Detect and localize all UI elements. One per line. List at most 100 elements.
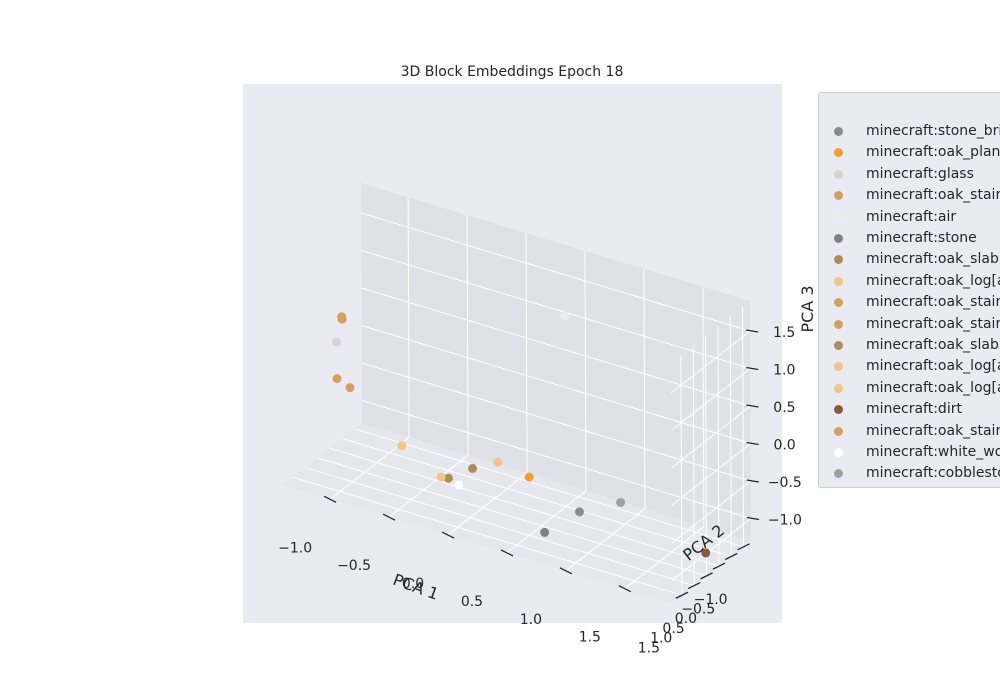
z-axis-tick [746, 441, 759, 446]
grid-line-y-wall [717, 326, 720, 567]
y-axis-tick [724, 552, 738, 561]
legend-marker [834, 341, 843, 350]
legend-marker [834, 383, 843, 393]
grid-line-z-right [361, 362, 751, 482]
data-point [397, 441, 407, 451]
legend-marker [834, 319, 843, 329]
z-axis-tick [746, 366, 759, 371]
data-point [436, 472, 446, 482]
legend-marker [834, 148, 843, 158]
data-point [540, 527, 550, 537]
grid-line-x-floor [506, 490, 587, 554]
legend-label: minecraft:cobblestor [866, 465, 1000, 482]
grid-line-y-floor [329, 447, 720, 567]
x-axis-tick [382, 513, 396, 521]
grid-line-z-left [670, 330, 751, 394]
y-axis-tick [712, 562, 726, 570]
grid-line-y-floor [292, 476, 683, 596]
x-axis-tick-label: 0.5 [461, 594, 483, 610]
grid-line-z-right [361, 287, 751, 407]
y-axis-tick [675, 591, 689, 599]
legend-marker [834, 255, 843, 265]
x-axis-tick-label: 0.0 [402, 576, 424, 592]
legend-marker [834, 405, 843, 415]
grid-line-y-wall [742, 306, 745, 547]
grid-line-x-floor [447, 472, 528, 536]
grid-line-z-left [671, 518, 752, 581]
y-axis-tick-label: 0.0 [675, 611, 697, 627]
legend-label: minecraft:oak_stairs [866, 315, 1000, 332]
grid-line-x-wall [643, 268, 646, 509]
grid-line-z-right [361, 325, 751, 444]
z-axis-tick-label: 0.5 [773, 400, 795, 416]
grid-line-x-wall [525, 233, 528, 474]
grid-line-z-left [671, 480, 752, 544]
legend-marker [834, 191, 843, 201]
legend-marker [834, 426, 843, 436]
legend-label: minecraft:oak_plank [866, 144, 1000, 161]
grid-line-x-floor [624, 526, 705, 590]
data-point [574, 507, 584, 517]
z-axis-tick-label: 1.0 [773, 363, 795, 379]
x-axis-tick-label: 1.0 [520, 612, 542, 628]
z-axis-tick-label: −1.0 [768, 513, 802, 529]
grid-line-y-floor [354, 428, 744, 548]
legend-label: minecraft:glass [866, 165, 974, 182]
x-axis-tick [441, 531, 455, 539]
grid-line-x-wall [407, 197, 410, 438]
z-axis-tick-label: 0.0 [773, 438, 795, 454]
data-point [454, 480, 464, 490]
grid-line-y-wall [680, 355, 683, 596]
legend-marker [834, 362, 843, 372]
data-point [337, 312, 347, 322]
legend-label: minecraft:air [866, 208, 957, 225]
data-point [332, 374, 342, 384]
grid-line-x-wall [584, 250, 587, 491]
data-point [493, 457, 503, 467]
grid-line-y-wall [705, 335, 708, 576]
legend-marker [834, 448, 843, 457]
grid-line-y-wall [729, 316, 732, 557]
legend-label: minecraft:oak_slab[t [866, 251, 1000, 268]
data-point [524, 472, 534, 482]
legend-marker [834, 212, 843, 222]
x-axis-tick-label: −1.0 [278, 540, 312, 556]
x-axis-tick [323, 495, 337, 503]
data-point [443, 473, 453, 483]
z-axis-tick [746, 329, 759, 333]
z-axis-tick [746, 479, 759, 483]
legend-label: minecraft:stone [866, 230, 977, 246]
x-axis-tick [559, 567, 573, 575]
data-point [332, 337, 342, 347]
data-point [701, 548, 711, 558]
data-point [345, 383, 355, 393]
y-axis-tick-label: 1.0 [650, 631, 672, 647]
grid-line-z-right [360, 212, 751, 332]
x-axis-tick [500, 549, 514, 557]
legend-label: minecraft:stone_bric [866, 123, 1000, 139]
grid-line-z-right [361, 400, 752, 519]
grid-line-y-floor [317, 457, 707, 577]
grid-line-y-wall [692, 345, 695, 586]
legend-marker [834, 234, 843, 243]
data-point [616, 497, 626, 507]
legend-label: minecraft:oak_log[a [866, 379, 1000, 396]
chart-title: 3D Block Embeddings Epoch 18 [401, 64, 624, 80]
data-point [468, 463, 478, 473]
data-point [560, 311, 570, 321]
legend-marker [834, 127, 843, 136]
legend-label: minecraft:oak_log[a [866, 358, 1000, 375]
x-axis-tick-label: −0.5 [337, 558, 371, 574]
legend-marker [834, 276, 843, 286]
x-axis-tick [618, 585, 632, 593]
legend-label: minecraft:oak_stairs [866, 422, 1000, 439]
grid-line-z-left [670, 368, 751, 431]
legend-label: minecraft:oak_slab[t [866, 337, 1000, 353]
legend-label: minecraft:oak_log[a [866, 272, 1000, 289]
grid-lines [292, 197, 752, 596]
legend-label: minecraft:oak_stairs [866, 294, 1000, 311]
z-axis-tick-label: −0.5 [768, 475, 802, 491]
y-axis-tick-label: 1.5 [638, 640, 660, 656]
